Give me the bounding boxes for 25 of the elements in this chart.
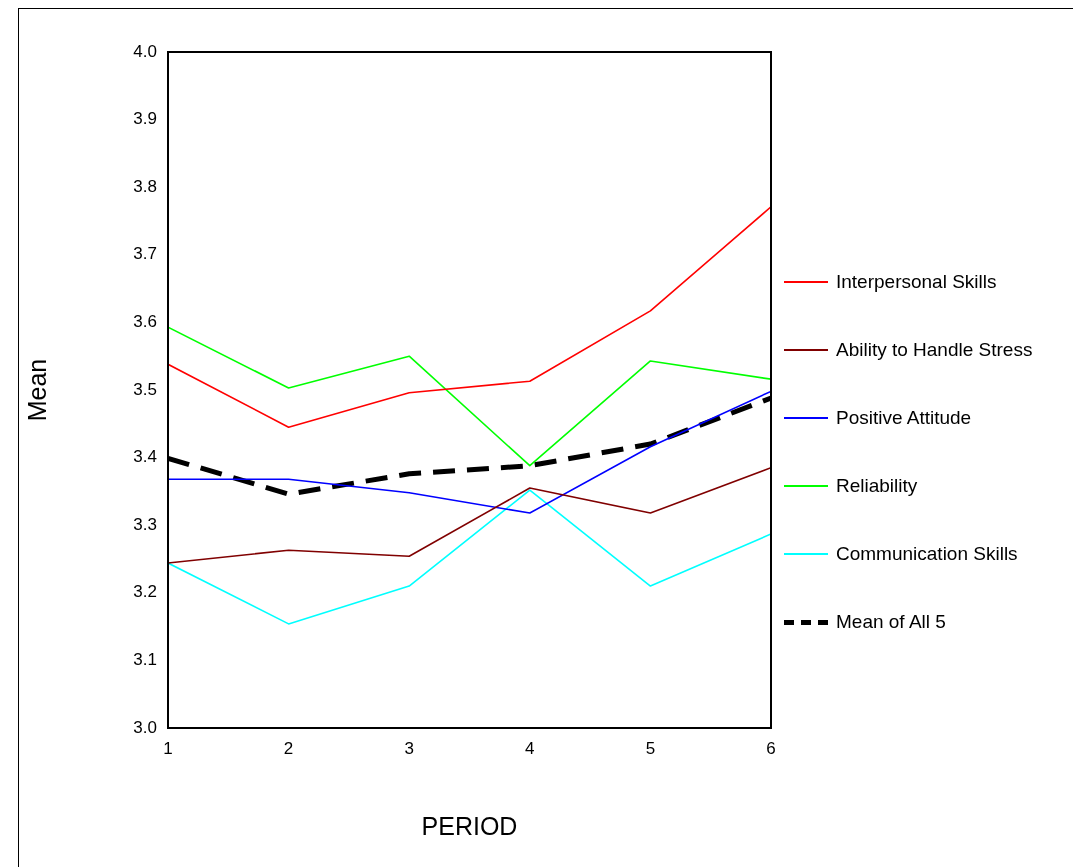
y-tick-label: 3.2 (133, 582, 157, 602)
x-axis-title: PERIOD (421, 811, 518, 840)
y-tick-label: 3.3 (133, 514, 157, 534)
legend-label: Mean of All 5 (835, 610, 946, 634)
y-tick-label: 4.0 (133, 41, 157, 61)
y-tick-label: 3.1 (133, 650, 157, 670)
x-tick-label: 4 (525, 738, 535, 758)
legend-label: Reliability (835, 474, 918, 498)
y-tick-label: 3.5 (133, 379, 157, 399)
x-tick-label: 6 (766, 738, 776, 758)
y-tick-label: 3.4 (133, 447, 157, 467)
y-tick-label: 3.6 (133, 312, 157, 332)
y-tick-label: 3.7 (133, 244, 157, 264)
legend-label: Interpersonal Skills (835, 270, 997, 294)
legend-label: Ability to Handle Stress (835, 338, 1033, 362)
x-tick-label: 1 (163, 738, 173, 758)
y-tick-label: 3.8 (133, 176, 157, 196)
x-tick-label: 2 (283, 738, 294, 758)
legend-label: Communication Skills (835, 542, 1018, 566)
x-tick-label: 3 (404, 738, 414, 758)
y-axis-title: Mean (22, 358, 51, 422)
y-tick-label: 3.0 (133, 717, 157, 737)
legend-label: Positive Attitude (835, 406, 972, 430)
x-tick-label: 5 (645, 738, 656, 758)
y-tick-label: 3.9 (133, 109, 157, 129)
